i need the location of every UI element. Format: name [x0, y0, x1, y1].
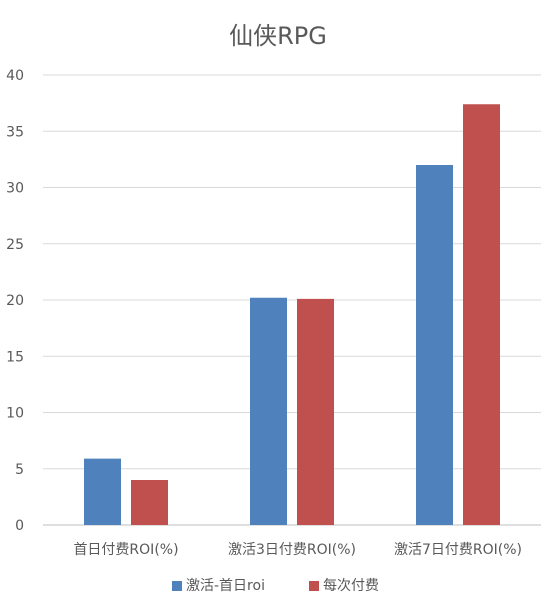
- y-tick-label: 0: [15, 518, 24, 534]
- legend-swatch: [172, 581, 182, 591]
- legend-label: 激活-首日roi: [186, 577, 265, 594]
- x-category-label: 首日付费ROI(%): [73, 542, 178, 558]
- y-tick-label: 30: [6, 181, 24, 197]
- grid: [43, 74, 541, 526]
- y-tick-label: 40: [6, 68, 24, 84]
- x-axis-categories: 首日付费ROI(%) 激活3日付费ROI(%) 激活7日付费ROI(%): [73, 541, 522, 558]
- bar-series2: [463, 104, 500, 525]
- y-axis-ticks: 0 5 10 15 20 25 30 35 40: [6, 68, 24, 534]
- bar-series1: [416, 165, 453, 525]
- legend: 激活-首日roi 每次付费: [172, 577, 379, 594]
- bar-series2: [131, 480, 168, 525]
- y-tick-label: 20: [6, 293, 24, 309]
- bar-series1: [250, 297, 287, 525]
- x-category-label: 激活7日付费ROI(%): [394, 541, 522, 558]
- y-tick-label: 15: [6, 349, 24, 365]
- legend-swatch: [309, 581, 319, 591]
- y-tick-label: 5: [15, 462, 24, 478]
- legend-label: 每次付费: [323, 578, 379, 594]
- y-tick-label: 10: [6, 406, 24, 422]
- y-tick-label: 25: [6, 237, 24, 253]
- x-category-label: 激活3日付费ROI(%): [228, 541, 356, 558]
- y-tick-label: 35: [6, 124, 24, 140]
- bar-series1: [84, 458, 121, 525]
- bars: [84, 104, 500, 525]
- chart-title: 仙侠RPG: [229, 22, 327, 50]
- bar-series2: [297, 298, 334, 525]
